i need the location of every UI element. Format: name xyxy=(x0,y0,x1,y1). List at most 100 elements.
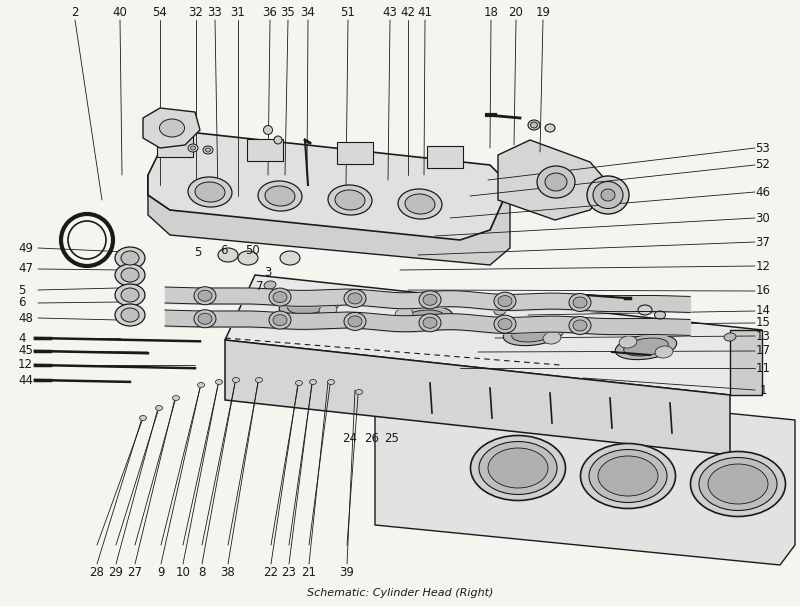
Ellipse shape xyxy=(198,313,212,324)
Text: 25: 25 xyxy=(385,431,399,444)
Text: 7: 7 xyxy=(256,281,264,293)
Text: 12: 12 xyxy=(18,359,33,371)
Text: 4: 4 xyxy=(18,331,26,344)
Ellipse shape xyxy=(512,324,556,342)
Ellipse shape xyxy=(344,313,366,330)
Text: 40: 40 xyxy=(113,5,127,19)
Text: 52: 52 xyxy=(755,159,770,171)
Ellipse shape xyxy=(194,287,216,305)
Ellipse shape xyxy=(265,186,295,206)
Ellipse shape xyxy=(395,308,413,320)
Ellipse shape xyxy=(391,307,453,331)
FancyBboxPatch shape xyxy=(427,146,463,168)
Ellipse shape xyxy=(263,125,273,135)
Ellipse shape xyxy=(419,314,441,331)
Ellipse shape xyxy=(619,336,637,348)
Ellipse shape xyxy=(194,310,216,328)
Ellipse shape xyxy=(198,290,212,301)
Ellipse shape xyxy=(198,382,205,387)
Ellipse shape xyxy=(498,319,512,330)
Text: 51: 51 xyxy=(341,5,355,19)
Text: 34: 34 xyxy=(301,5,315,19)
Ellipse shape xyxy=(638,305,652,315)
Ellipse shape xyxy=(206,148,210,152)
Ellipse shape xyxy=(379,294,391,302)
Ellipse shape xyxy=(344,290,366,307)
Ellipse shape xyxy=(355,390,362,395)
Ellipse shape xyxy=(188,177,232,207)
Ellipse shape xyxy=(279,292,341,318)
Ellipse shape xyxy=(203,146,213,154)
Ellipse shape xyxy=(115,264,145,286)
Ellipse shape xyxy=(190,146,195,150)
Polygon shape xyxy=(225,275,762,395)
Text: 8: 8 xyxy=(198,565,206,579)
Text: 26: 26 xyxy=(365,431,379,444)
Ellipse shape xyxy=(121,308,139,322)
Text: 27: 27 xyxy=(127,565,142,579)
Ellipse shape xyxy=(159,119,185,137)
Ellipse shape xyxy=(569,293,591,311)
Ellipse shape xyxy=(593,182,623,208)
Polygon shape xyxy=(225,340,730,455)
Text: 2: 2 xyxy=(71,5,78,19)
Ellipse shape xyxy=(215,379,222,384)
Text: 14: 14 xyxy=(755,304,770,318)
Polygon shape xyxy=(498,140,610,220)
Text: 29: 29 xyxy=(109,565,123,579)
Text: 13: 13 xyxy=(755,330,770,342)
Text: 22: 22 xyxy=(263,565,278,579)
Ellipse shape xyxy=(398,189,442,219)
Text: 12: 12 xyxy=(755,259,770,273)
Ellipse shape xyxy=(494,315,516,333)
Ellipse shape xyxy=(121,288,139,302)
Text: 32: 32 xyxy=(189,5,203,19)
Ellipse shape xyxy=(507,322,525,334)
Ellipse shape xyxy=(419,291,441,309)
Text: 23: 23 xyxy=(282,565,297,579)
Polygon shape xyxy=(148,130,510,240)
Ellipse shape xyxy=(581,444,675,508)
Ellipse shape xyxy=(195,182,225,202)
Ellipse shape xyxy=(498,296,512,307)
Ellipse shape xyxy=(115,247,145,269)
Ellipse shape xyxy=(405,194,435,214)
Ellipse shape xyxy=(601,189,615,201)
Text: 28: 28 xyxy=(90,565,105,579)
Text: 30: 30 xyxy=(756,211,770,224)
Ellipse shape xyxy=(319,304,337,316)
Text: 24: 24 xyxy=(342,431,358,444)
Ellipse shape xyxy=(573,320,587,331)
Ellipse shape xyxy=(288,296,332,314)
Text: 53: 53 xyxy=(756,141,770,155)
Text: 16: 16 xyxy=(755,284,770,298)
Ellipse shape xyxy=(155,405,162,410)
Ellipse shape xyxy=(494,307,506,315)
Text: 33: 33 xyxy=(208,5,222,19)
Text: 15: 15 xyxy=(755,316,770,330)
Ellipse shape xyxy=(233,378,239,382)
Ellipse shape xyxy=(115,284,145,306)
Ellipse shape xyxy=(488,448,548,488)
Polygon shape xyxy=(730,330,762,395)
Text: 50: 50 xyxy=(245,244,259,256)
Ellipse shape xyxy=(589,450,667,502)
Ellipse shape xyxy=(724,333,736,341)
Text: 49: 49 xyxy=(18,242,33,255)
Ellipse shape xyxy=(609,320,621,328)
Ellipse shape xyxy=(121,251,139,265)
Text: 43: 43 xyxy=(382,5,398,19)
Ellipse shape xyxy=(573,297,587,308)
Text: 17: 17 xyxy=(755,344,770,358)
Ellipse shape xyxy=(258,181,302,211)
Ellipse shape xyxy=(139,416,146,421)
Ellipse shape xyxy=(423,295,437,305)
Ellipse shape xyxy=(530,122,538,128)
Ellipse shape xyxy=(218,248,238,262)
Ellipse shape xyxy=(121,268,139,282)
Ellipse shape xyxy=(537,166,575,198)
Ellipse shape xyxy=(655,346,673,358)
Ellipse shape xyxy=(543,332,561,344)
Text: 20: 20 xyxy=(509,5,523,19)
Text: 45: 45 xyxy=(18,344,33,358)
